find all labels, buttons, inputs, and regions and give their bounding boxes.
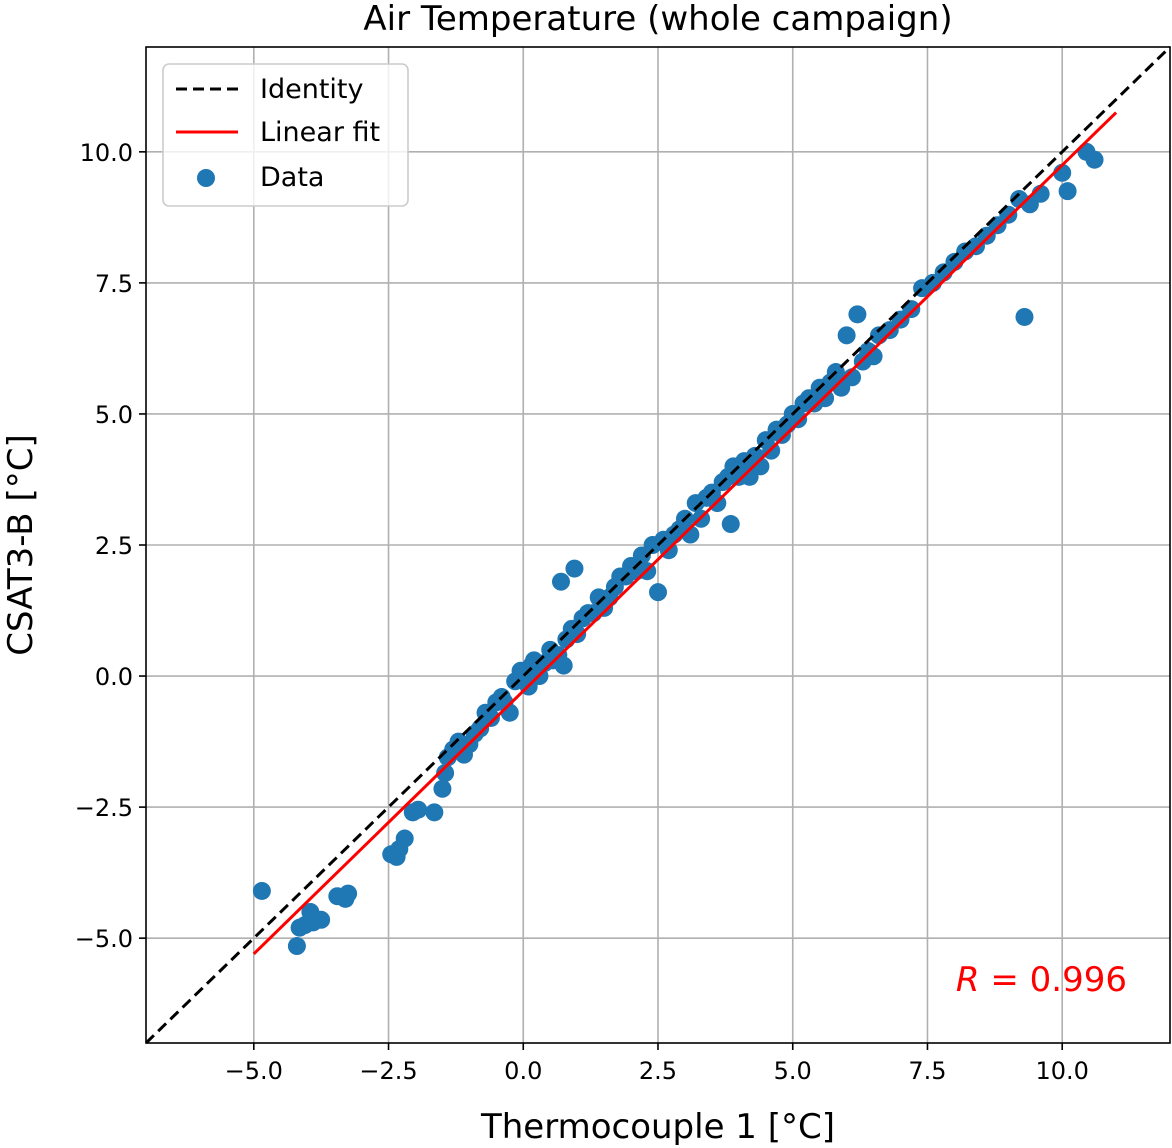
legend-box (162, 63, 409, 207)
data-point (339, 884, 358, 903)
x-axis-title: Thermocouple 1 [°C] (480, 1107, 835, 1147)
identity-line (144, 45, 1172, 1045)
y-tick-label: 7.5 (95, 270, 133, 298)
r-value: = 0.996 (980, 960, 1127, 1000)
data-point (436, 764, 455, 783)
y-tick-label: 2.5 (95, 532, 133, 560)
y-axis-title: CSAT3-B [°C] (1, 434, 41, 655)
x-tick-label: 7.5 (908, 1057, 946, 1085)
legend: Identity Linear fit Data (162, 63, 409, 207)
data-point (287, 937, 306, 956)
data-point (433, 779, 452, 798)
legend-fit-label: Linear fit (260, 117, 380, 148)
y-tick-label: 0.0 (95, 663, 133, 691)
data-point (568, 625, 587, 644)
grid (146, 47, 1170, 1043)
x-tick-label: −2.5 (359, 1057, 417, 1085)
y-tick-label: −2.5 (75, 794, 133, 822)
data-point (848, 305, 867, 324)
linear-fit-line (252, 111, 1118, 955)
data-point (837, 326, 856, 345)
legend-identity-label: Identity (260, 74, 363, 105)
r-annotation: R = 0.996 (956, 960, 1127, 1000)
y-tick-label: 5.0 (95, 401, 133, 429)
y-tick-label: −5.0 (75, 925, 133, 953)
ticks: −5.0 −2.5 0.0 2.5 5.0 7.5 10.0 −5.0 −2.5 0.0 2.5 5.… (75, 139, 1089, 1085)
data-point (721, 515, 740, 534)
data-point (409, 800, 428, 819)
data-point (312, 910, 331, 929)
chart-title: Air Temperature (whole campaign) (363, 0, 952, 39)
data-point (551, 572, 570, 591)
data-point (554, 656, 573, 675)
data-point (500, 703, 519, 722)
data-point (425, 803, 444, 822)
plot-frame (145, 46, 1171, 1044)
y-tick-label: 10.0 (80, 139, 133, 167)
x-tick-label: 0.0 (504, 1057, 542, 1085)
data-point (1058, 182, 1077, 201)
data-point (395, 829, 414, 848)
data-point (681, 525, 700, 544)
data-point (649, 583, 667, 602)
series-lines (144, 45, 1172, 1045)
x-tick-label: 5.0 (774, 1057, 812, 1085)
data-point (481, 708, 500, 727)
data-point (751, 457, 770, 476)
r-symbol: R (956, 960, 980, 1000)
x-tick-label: −5.0 (225, 1057, 283, 1085)
x-tick-label: 10.0 (1035, 1057, 1088, 1085)
data-points (252, 142, 1104, 956)
legend-data-marker (197, 169, 215, 187)
data-point (565, 559, 584, 578)
legend-data-label: Data (260, 162, 324, 193)
data-point (252, 881, 271, 900)
data-point (1015, 307, 1034, 326)
data-point (1085, 150, 1104, 169)
x-tick-label: 2.5 (639, 1057, 677, 1085)
